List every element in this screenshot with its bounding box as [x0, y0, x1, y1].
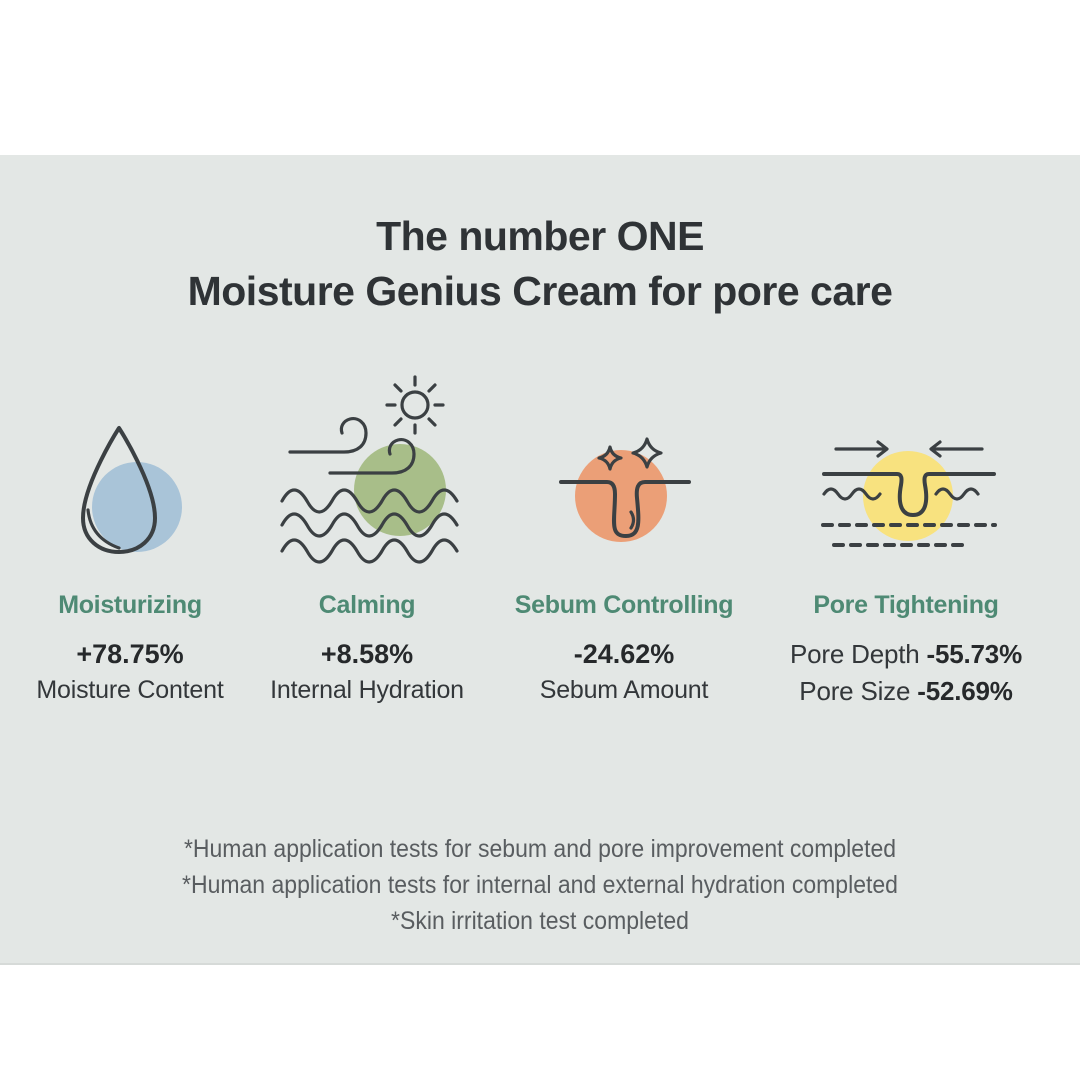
- benefit-label: Moisturizing: [58, 591, 202, 619]
- benefit-stat-line: Pore Depth -55.73%: [756, 636, 1056, 673]
- benefit-value: -52.69%: [917, 676, 1013, 706]
- benefit-metric: Sebum Amount: [539, 676, 709, 704]
- sebum-orange-circle: [575, 450, 667, 542]
- benefit-metric: Pore Size: [799, 676, 918, 706]
- benefit-metric: Pore Depth: [789, 639, 927, 669]
- benefit-label: Pore Tightening: [813, 591, 999, 619]
- footnotes: *Human application tests for sebum and p…: [0, 831, 1080, 939]
- drop-blue-circle: [92, 462, 182, 552]
- benefit-value: -55.73%: [926, 639, 1023, 669]
- benefit-label: Sebum Controlling: [514, 591, 734, 619]
- skin-layers-icon: [820, 440, 998, 552]
- title-line-1: The number ONE: [376, 213, 704, 259]
- inward-arrows: [834, 440, 984, 458]
- sun-glyph: [385, 375, 445, 435]
- benefit-value: -24.62%: [573, 639, 675, 669]
- benefit-calming: Calming +8.58% Internal Hydration: [217, 590, 517, 709]
- benefit-label: Calming: [318, 591, 416, 619]
- footnote-line: *Human application tests for internal an…: [182, 871, 898, 899]
- page-title: The number ONE Moisture Genius Cream for…: [0, 209, 1080, 319]
- sparkle-large-icon: [631, 437, 663, 469]
- footnote-line: *Skin irritation test completed: [391, 907, 689, 935]
- wind-waves-sun-icon: [280, 375, 460, 575]
- benefit-sebum-controlling: Sebum Controlling -24.62% Sebum Amount: [474, 590, 774, 709]
- benefit-metric: Moisture Content: [36, 676, 224, 704]
- benefit-metric: Internal Hydration: [270, 676, 464, 704]
- benefit-value: +78.75%: [76, 639, 184, 669]
- benefit-value: +8.58%: [320, 639, 414, 669]
- footnote-line: *Human application tests for sebum and p…: [183, 835, 897, 863]
- benefit-pore-tightening: Pore Tightening Pore Depth -55.73% Pore …: [756, 590, 1056, 710]
- benefit-moisturizing: Moisturizing +78.75% Moisture Content: [0, 590, 280, 709]
- title-line-2: Moisture Genius Cream for pore care: [187, 268, 893, 314]
- water-drop-icon: [75, 422, 190, 557]
- benefit-stat-line: Pore Size -52.69%: [756, 673, 1056, 710]
- sparkle-small-icon: [597, 445, 623, 471]
- sebum-pore-icon: [555, 437, 695, 550]
- content-panel: [0, 155, 1080, 965]
- calm-green-circle: [354, 444, 446, 536]
